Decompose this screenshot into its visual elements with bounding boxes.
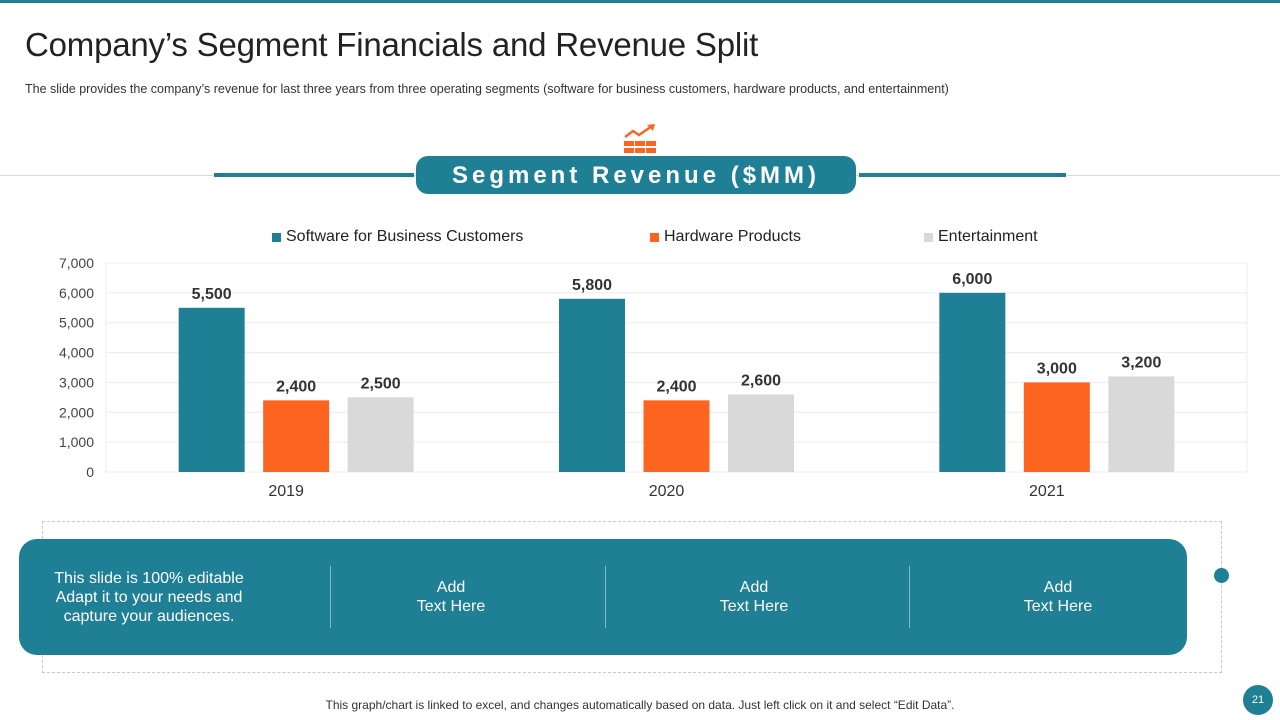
legend-swatch-orange: [650, 232, 659, 242]
data-label: 3,200: [1121, 354, 1161, 371]
bar-hardware-products-2021: [1023, 382, 1090, 472]
bar-software-for-business-customers-2020: [559, 298, 625, 472]
panel-text: This slide is 100% editable Adapt it to …: [54, 569, 244, 625]
panel-cell-2: Add Text Here: [663, 539, 845, 655]
legend-item-entertainment: Entertainment: [924, 228, 1038, 246]
legend-item-software: Software for Business Customers: [272, 228, 523, 246]
y-tick-label: 7,000: [59, 255, 94, 271]
y-tick-label: 3,000: [59, 374, 94, 390]
data-label: 5,800: [572, 277, 612, 294]
panel-cell-3: Add Text Here: [967, 539, 1149, 655]
data-label: 5,500: [192, 286, 232, 303]
banner-line-left: [214, 173, 414, 177]
y-tick-label: 0: [86, 464, 94, 480]
x-tick-label: 2020: [649, 483, 685, 500]
legend-label: Entertainment: [938, 228, 1038, 245]
panel-separator: [330, 566, 331, 628]
panel-separator: [605, 566, 606, 628]
panel-cell-intro: This slide is 100% editable Adapt it to …: [19, 539, 279, 655]
panel-text: Add Text Here: [1023, 579, 1093, 615]
panel-separator: [909, 566, 910, 628]
y-tick-label: 6,000: [59, 285, 94, 301]
y-tick-label: 2,000: [59, 404, 94, 420]
legend-swatch-gray: [924, 232, 933, 242]
data-label: 2,500: [361, 375, 401, 392]
bar-software-for-business-customers-2021: [939, 292, 1006, 472]
data-label: 3,000: [1037, 360, 1077, 377]
bar-hardware-products-2019: [263, 400, 330, 472]
bar-hardware-products-2020: [643, 400, 710, 472]
bar-entertainment-2020: [728, 394, 794, 472]
panel-text: Add Text Here: [416, 579, 486, 615]
bar-software-for-business-customers-2019: [178, 307, 245, 472]
banner-line-right: [859, 173, 1066, 177]
x-tick-label: 2021: [1029, 483, 1065, 500]
legend-label: Hardware Products: [664, 228, 801, 245]
y-tick-label: 5,000: [59, 315, 94, 331]
data-label: 6,000: [952, 271, 992, 288]
legend-item-hardware: Hardware Products: [650, 228, 801, 246]
page-subtitle: The slide provides the company’s revenue…: [25, 82, 949, 96]
data-label: 2,600: [741, 372, 781, 389]
panel-text: Add Text Here: [719, 579, 789, 615]
footer-note: This graph/chart is linked to excel, and…: [325, 698, 955, 712]
data-label: 2,400: [656, 378, 696, 395]
page-title: Company’s Segment Financials and Revenue…: [25, 26, 759, 63]
page-number: 21: [1243, 685, 1273, 715]
top-accent-bar: [0, 0, 1280, 3]
bar-entertainment-2021: [1108, 376, 1175, 472]
growth-chart-icon: [624, 124, 656, 153]
legend-swatch-teal: [272, 232, 281, 242]
info-panel: This slide is 100% editable Adapt it to …: [19, 539, 1187, 655]
data-label: 2,400: [276, 378, 316, 395]
bar-entertainment-2019: [347, 397, 414, 472]
y-tick-label: 1,000: [59, 434, 94, 450]
segment-revenue-chart[interactable]: 0 1,000 2,000 3,000 4,000 5,000 6,000 7,000 5,50…: [0, 250, 1280, 505]
y-tick-label: 4,000: [59, 345, 94, 361]
connector-dot: [1214, 568, 1229, 583]
segment-revenue-banner: Segment Revenue ($MM): [416, 156, 856, 194]
legend-label: Software for Business Customers: [286, 228, 524, 245]
x-tick-label: 2019: [268, 483, 304, 500]
panel-cell-1: Add Text Here: [360, 539, 542, 655]
